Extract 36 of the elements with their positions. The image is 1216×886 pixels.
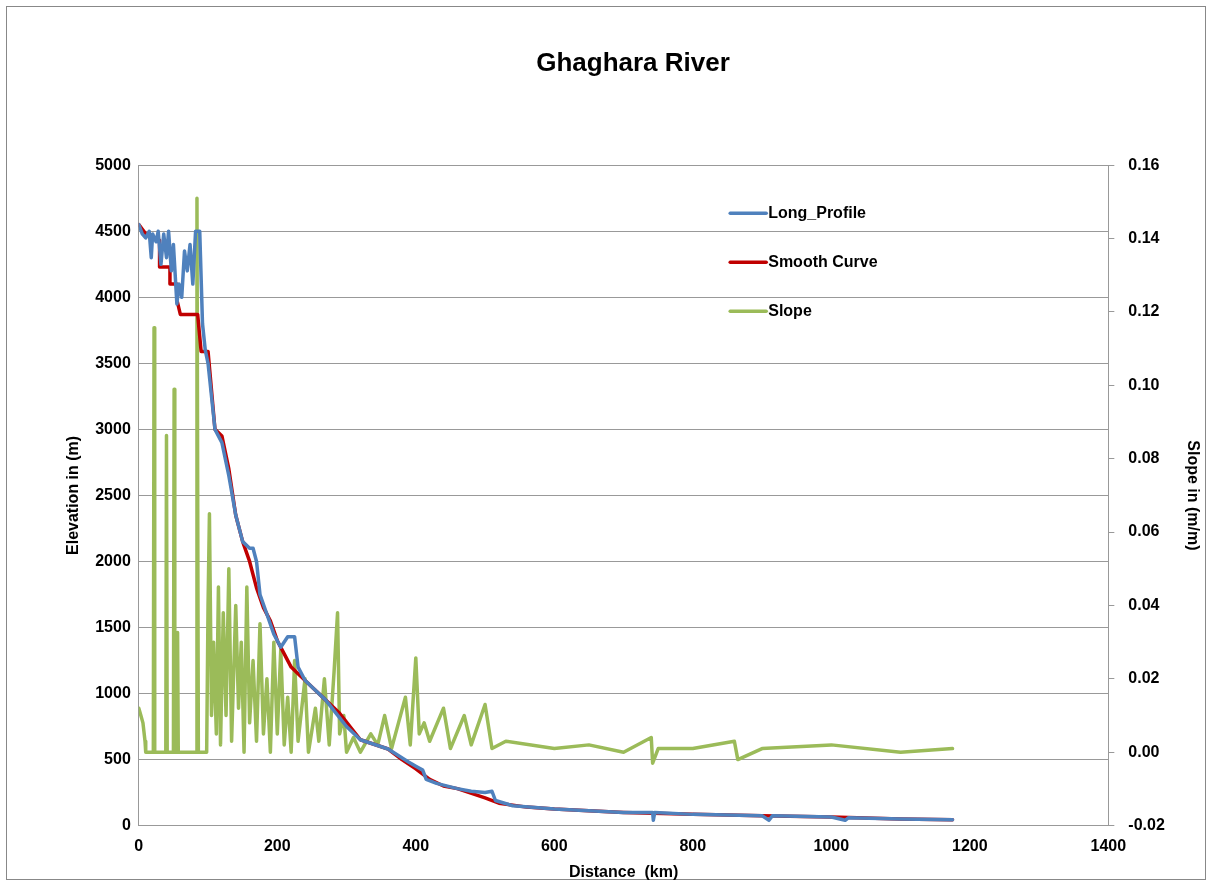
y2-tick-label: 0.04	[1128, 595, 1160, 613]
y-tick-label: 0	[121, 816, 131, 834]
y2-axis-title: Slope in (m/m)	[1184, 440, 1202, 551]
y2-tick-label: 0.02	[1128, 669, 1160, 687]
legend-label: Slope	[768, 301, 812, 319]
legend-label: Smooth Curve	[768, 252, 878, 270]
x-tick-label: 1400	[1090, 836, 1127, 854]
legend-label: Long_Profile	[768, 203, 867, 221]
x-tick-label: 400	[402, 836, 430, 854]
x-tick-label: 800	[679, 836, 707, 854]
y-tick-label: 3000	[95, 419, 131, 437]
y-tick-label: 2000	[95, 551, 131, 569]
y-tick-label: 1500	[95, 617, 131, 635]
y-tick-label: 5000	[95, 155, 131, 173]
y-tick-label: 1000	[95, 683, 131, 701]
y2-tick-label: 0.16	[1128, 155, 1160, 173]
y-tick-label: 4500	[95, 221, 131, 239]
y2-tick-label: 0.08	[1128, 449, 1160, 467]
y2-tick-label: 0.06	[1128, 522, 1160, 540]
y-tick-label: 2500	[95, 485, 131, 503]
x-tick-label: 200	[263, 836, 291, 854]
y-tick-label: 4000	[95, 287, 131, 305]
chart-title: Ghaghara River	[536, 46, 730, 77]
x-tick-label: 1200	[952, 836, 988, 854]
y-tick-label: 500	[104, 749, 131, 767]
y2-tick-label: 0.10	[1128, 375, 1160, 393]
y-axis-title: Elevation in (m)	[64, 435, 82, 555]
y2-tick-label: -0.02	[1128, 816, 1165, 834]
y2-tick-label: 0.12	[1128, 302, 1160, 320]
y-tick-label: 3500	[95, 353, 131, 371]
x-tick-label: 0	[134, 836, 144, 854]
y2-tick-label: 0.00	[1128, 742, 1160, 760]
x-tick-label: 1000	[813, 836, 850, 854]
y2-tick-label: 0.14	[1128, 228, 1160, 246]
x-tick-label: 600	[540, 836, 568, 854]
x-axis-title: Distance (km)	[568, 862, 679, 880]
